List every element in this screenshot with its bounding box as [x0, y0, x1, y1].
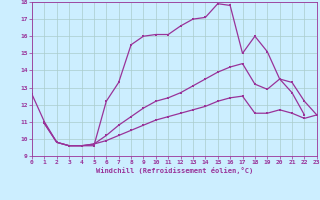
X-axis label: Windchill (Refroidissement éolien,°C): Windchill (Refroidissement éolien,°C) — [96, 167, 253, 174]
